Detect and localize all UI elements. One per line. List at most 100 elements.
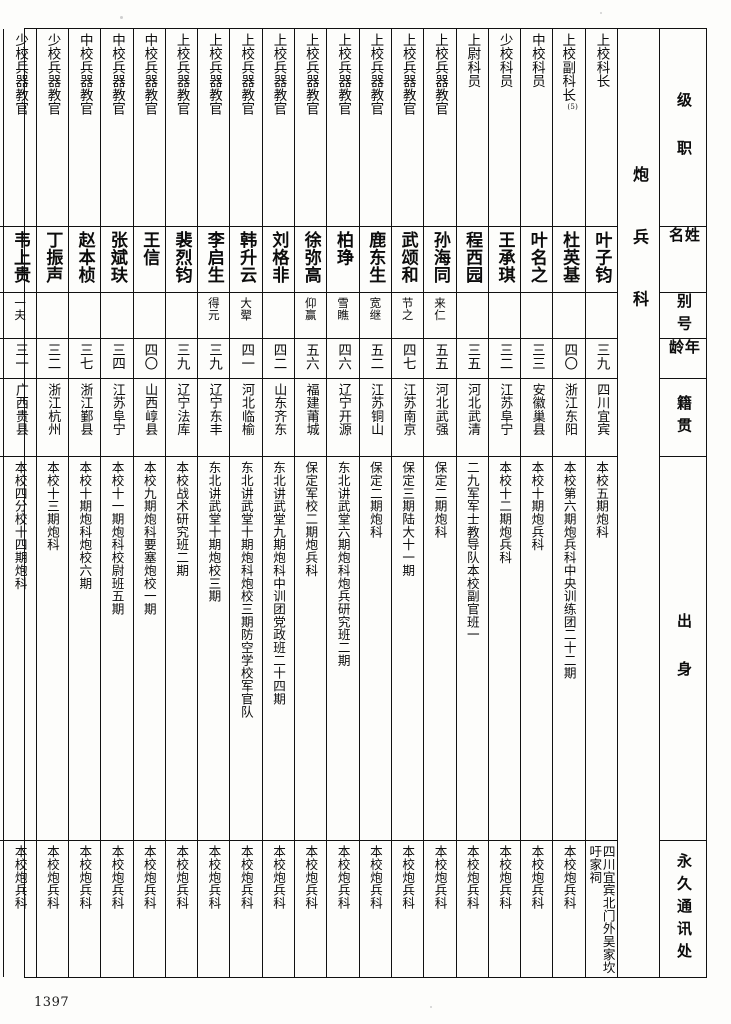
cell-address-text: 本校炮兵科 xyxy=(367,845,383,910)
cell-address-text: 四川宜宾北门外吴家坎吁家祠 xyxy=(587,845,616,974)
cell-address: 本校炮兵科 xyxy=(489,841,520,977)
cell-age: 二九 xyxy=(0,339,4,379)
cell-place-text: 浙江鄞县 xyxy=(77,383,93,437)
cell-origin: 本校五期炮科 xyxy=(585,457,617,841)
cell-rank-text: 中校兵器教官 xyxy=(76,33,93,116)
cell-place-text: 江苏铜山 xyxy=(368,383,384,437)
cell-age-text: 三一 xyxy=(12,343,29,371)
cell-origin-text: 本校十三期炮科 xyxy=(44,461,60,551)
cell-origin: 本校十三期炮科 xyxy=(36,457,68,841)
cell-address: 本校炮兵科 xyxy=(327,841,358,977)
cell-name: 张斌玞 xyxy=(101,227,133,293)
paper-speck xyxy=(430,1006,432,1008)
cell-alias-text: 一夫 xyxy=(13,297,28,321)
cell-place: 河北武强 xyxy=(424,379,456,457)
cell-address-text: 本校炮兵科 xyxy=(400,845,416,910)
row-label-name: 姓 名 xyxy=(660,227,706,293)
cell-name: 叶名之 xyxy=(521,227,553,293)
record-column: 上校兵器教官 柏琤 雪瞧 四六 辽宁开源 东北讲武堂六期炮科炮兵研究班二期 本校炮兵科 xyxy=(326,29,359,977)
cell-alias xyxy=(262,293,295,339)
cell-address-text: 本校炮兵科 xyxy=(464,845,480,910)
cell-alias xyxy=(521,293,553,339)
cell-address-text: 本校炮兵科 xyxy=(238,845,254,910)
cell-name: 武颂和 xyxy=(391,227,424,293)
cell-alias-text: 来仁 xyxy=(432,297,447,321)
group-column: 炮 兵 科 xyxy=(617,29,659,977)
cell-place-text: 江苏南京 xyxy=(400,383,416,437)
cell-name-text: 武颂和 xyxy=(397,231,418,284)
cell-age-text: 四一 xyxy=(238,343,255,371)
cell-age: 三二 xyxy=(488,339,521,379)
cell-name: 孙海同 xyxy=(424,227,456,293)
cell-alias: 大翚 xyxy=(230,293,262,339)
cell-age-text: 三九 xyxy=(173,343,190,371)
cell-age-text: 四二 xyxy=(270,343,287,371)
cell-origin: 本校十期炮科炮校六期 xyxy=(68,457,101,841)
cell-alias xyxy=(585,293,617,339)
rank-footnote-marker: (5) xyxy=(567,102,579,111)
cell-address: 本校炮兵科 xyxy=(553,841,584,977)
group-label-top: 炮 兵 科 xyxy=(629,166,649,320)
cell-age: 五五 xyxy=(424,339,456,379)
cell-name: 李启生 xyxy=(198,227,230,293)
record-column: 上校兵器教官 韩升云 大翚 四一 河北临榆 东北讲武堂十期炮科炮校三期防空学校军官队 本校炮… xyxy=(229,29,262,977)
cell-age: 三九 xyxy=(165,339,198,379)
cell-age: 四七 xyxy=(391,339,424,379)
cell-name-text: 韩升云 xyxy=(236,231,257,284)
cell-place: 辽宁开源 xyxy=(327,379,359,457)
cell-address-text: 本校炮兵科 xyxy=(12,845,28,910)
cell-address-text: 本校炮兵科 xyxy=(303,845,319,910)
cell-origin: 本校九期炮科要塞炮校一期 xyxy=(133,457,165,841)
cell-name: 赵本桢 xyxy=(68,227,101,293)
folio-number: 1397 xyxy=(34,995,70,1010)
cell-alias xyxy=(456,293,488,339)
cell-age-text: 五六 xyxy=(302,343,319,371)
cell-rank-text: 上校兵器教官 xyxy=(238,33,255,116)
cell-rank-text: 上校兵器教官 xyxy=(270,33,287,116)
cell-rank-text: 上校兵器教官 xyxy=(399,33,416,116)
cell-age: 四〇 xyxy=(133,339,165,379)
record-column: 上校兵器教官 孙海同 来仁 五五 河北武强 保定二期炮科 本校炮兵科 xyxy=(423,29,456,977)
cell-origin: 东北讲武堂九期炮科中训团党政班二十四期 xyxy=(262,457,295,841)
cell-rank: 上校兵器教官 xyxy=(262,29,295,227)
cell-rank: 中校兵器教官 xyxy=(133,29,165,227)
cell-age-text: 三五 xyxy=(464,343,481,371)
cell-place: 江苏铜山 xyxy=(359,379,391,457)
cell-address: 本校炮兵科 xyxy=(4,841,35,977)
cell-alias xyxy=(553,293,585,339)
cell-origin-text: 东北讲武堂六期炮科炮兵研究班二期 xyxy=(335,461,351,667)
cell-address-text: 本校炮兵科 xyxy=(271,845,287,910)
cell-place-text: 辽宁东丰 xyxy=(206,383,222,437)
cell-place: 浙江东阳 xyxy=(553,379,585,457)
cell-rank: 上尉科员 xyxy=(456,29,488,227)
record-column: 上校兵器教官 刘格非 四二 山东齐东 东北讲武堂九期炮科中训团党政班二十四期 本校炮兵科 xyxy=(261,29,295,977)
record-column: 上校兵器教官 李启生 得元 三九 辽宁东丰 东北讲武堂十期炮校三期 本校炮兵科 xyxy=(197,29,230,977)
cell-name: 王信 xyxy=(133,227,165,293)
cell-place-text: 浙江东阳 xyxy=(561,383,577,437)
cell-place: 福建莆城 xyxy=(295,379,327,457)
cell-origin-text: 保定二期炮科 xyxy=(432,461,448,539)
record-column: 少校兵器教官刘德培二九四川成都本校十四期炮科本校炮兵科 xyxy=(0,29,4,977)
cell-age-text: 三四 xyxy=(109,343,126,371)
cell-age-text: 四六 xyxy=(335,343,352,371)
cell-age: 三九 xyxy=(198,339,230,379)
record-column: 上校兵器教官 武颂和 节之 四七 江苏南京 保定三期陆大十一期 本校炮兵科 xyxy=(390,29,424,977)
cell-name-text: 李启生 xyxy=(203,231,224,284)
cell-alias: 得元 xyxy=(198,293,230,339)
cell-origin-text: 东北讲武堂九期炮科中训团党政班二十四期 xyxy=(271,461,287,706)
paper-speck xyxy=(600,12,602,14)
cell-place-text: 山西崞县 xyxy=(142,383,158,437)
cell-alias-text: 大翚 xyxy=(239,297,254,321)
cell-age-text: 三二 xyxy=(496,343,513,371)
cell-rank-text: 上尉科员 xyxy=(464,33,481,89)
cell-age: 三七 xyxy=(68,339,101,379)
cell-place: 辽宁法库 xyxy=(165,379,198,457)
cell-origin-text: 东北讲武堂十期炮科炮校三期防空学校军官队 xyxy=(238,461,254,719)
cell-rank: 上校兵器教官 xyxy=(424,29,456,227)
cell-origin-text: 东北讲武堂十期炮校三期 xyxy=(206,461,222,603)
cell-name: 叶子钧 xyxy=(585,227,617,293)
cell-age: 四一 xyxy=(230,339,262,379)
cell-origin: 保定军校二期炮兵科 xyxy=(295,457,327,841)
cell-place-text: 福建莆城 xyxy=(303,383,319,437)
cell-origin: 东北讲武堂十期炮校三期 xyxy=(198,457,230,841)
